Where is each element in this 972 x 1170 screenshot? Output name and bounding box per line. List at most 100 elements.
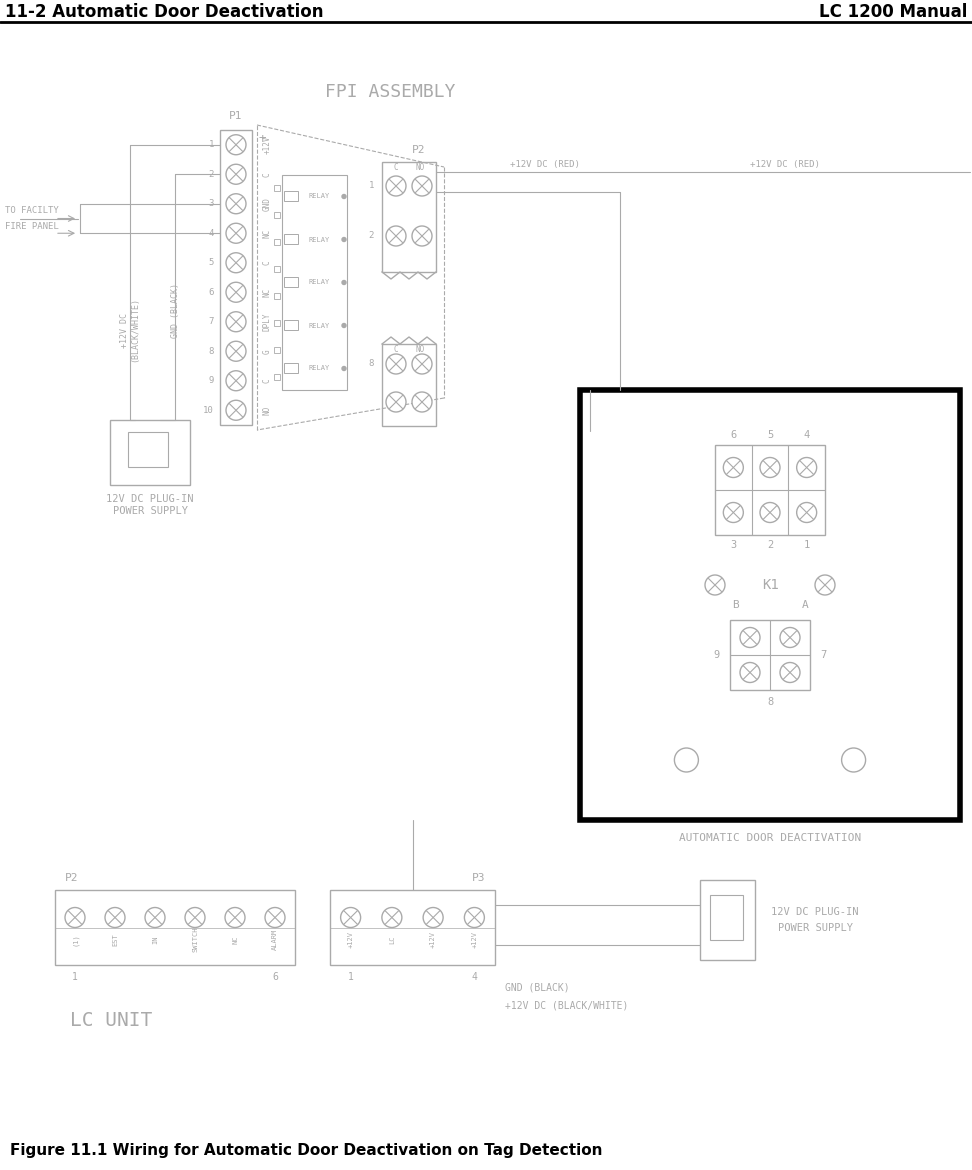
Text: RELAY: RELAY — [309, 280, 330, 285]
Circle shape — [797, 457, 816, 477]
Text: 5: 5 — [209, 259, 214, 267]
Circle shape — [760, 457, 780, 477]
Text: 6: 6 — [730, 431, 737, 440]
Text: NO: NO — [415, 345, 425, 355]
Circle shape — [226, 371, 246, 391]
Text: P2: P2 — [65, 873, 79, 883]
Bar — [274, 185, 280, 192]
Text: FPI ASSEMBLY: FPI ASSEMBLY — [325, 83, 455, 101]
Text: GND (BLACK): GND (BLACK) — [505, 982, 570, 992]
Circle shape — [412, 176, 432, 197]
Text: 10: 10 — [203, 406, 214, 414]
Text: 2: 2 — [767, 541, 773, 550]
Text: LC 1200 Manual: LC 1200 Manual — [818, 4, 967, 21]
Bar — [700, 880, 755, 961]
Circle shape — [842, 748, 866, 772]
Circle shape — [740, 662, 760, 682]
Text: 1: 1 — [209, 140, 214, 150]
Text: +12V DC (RED): +12V DC (RED) — [510, 159, 580, 168]
Text: 6: 6 — [272, 972, 278, 982]
Text: 9: 9 — [713, 651, 720, 660]
Bar — [580, 390, 960, 820]
Text: DPLY: DPLY — [262, 312, 271, 331]
Circle shape — [412, 226, 432, 246]
Text: IN: IN — [152, 935, 158, 944]
Text: TO FACILTY: TO FACILTY — [5, 206, 58, 215]
Circle shape — [386, 176, 406, 197]
Circle shape — [386, 355, 406, 374]
Circle shape — [780, 627, 800, 647]
Text: +12V: +12V — [431, 931, 436, 948]
Text: K1: K1 — [762, 578, 779, 592]
Circle shape — [412, 355, 432, 374]
Text: C: C — [262, 261, 271, 266]
Bar — [274, 239, 280, 246]
Text: 9: 9 — [209, 377, 214, 385]
Circle shape — [815, 574, 835, 596]
Text: 3: 3 — [209, 199, 214, 208]
Circle shape — [340, 908, 361, 928]
Text: C: C — [394, 164, 399, 172]
Text: 2: 2 — [368, 232, 374, 241]
Circle shape — [226, 253, 246, 273]
Text: ALARM: ALARM — [272, 929, 278, 950]
Circle shape — [342, 194, 346, 199]
Bar — [274, 292, 280, 300]
Text: 8: 8 — [767, 697, 773, 707]
Text: 12V DC PLUG-IN
POWER SUPPLY: 12V DC PLUG-IN POWER SUPPLY — [106, 494, 193, 516]
Circle shape — [342, 238, 346, 241]
Text: +12V DC
(BLACK/WHITE): +12V DC (BLACK/WHITE) — [121, 297, 140, 363]
Text: (1): (1) — [72, 934, 79, 945]
Text: 1: 1 — [368, 181, 374, 191]
Circle shape — [780, 662, 800, 682]
Circle shape — [226, 194, 246, 214]
Circle shape — [226, 223, 246, 243]
Text: GND (BLACK): GND (BLACK) — [170, 282, 180, 337]
Circle shape — [265, 908, 285, 928]
Circle shape — [342, 323, 346, 328]
Bar — [730, 620, 810, 690]
Text: NC: NC — [232, 935, 238, 944]
Circle shape — [342, 366, 346, 371]
Circle shape — [226, 342, 246, 362]
Text: 1: 1 — [72, 972, 78, 982]
Circle shape — [382, 908, 401, 928]
Text: +12V DC (BLACK/WHITE): +12V DC (BLACK/WHITE) — [505, 1000, 628, 1010]
Text: NO: NO — [262, 406, 271, 415]
Text: SWITCH: SWITCH — [192, 927, 198, 952]
Text: RELAY: RELAY — [309, 365, 330, 372]
Text: LC UNIT: LC UNIT — [70, 1011, 153, 1030]
Circle shape — [225, 908, 245, 928]
Text: NC: NC — [262, 288, 271, 297]
Text: C: C — [262, 378, 271, 383]
Text: RELAY: RELAY — [309, 323, 330, 329]
Bar — [330, 890, 495, 965]
Text: 3: 3 — [730, 541, 737, 550]
Text: C: C — [394, 345, 399, 355]
Circle shape — [226, 282, 246, 302]
Text: 7: 7 — [209, 317, 214, 326]
Bar — [274, 266, 280, 273]
Text: G: G — [262, 349, 271, 353]
Text: +12V DC (RED): +12V DC (RED) — [750, 159, 819, 168]
Text: P3: P3 — [471, 873, 485, 883]
Bar — [284, 363, 298, 372]
Text: 12V DC PLUG-IN: 12V DC PLUG-IN — [771, 907, 858, 917]
Circle shape — [723, 457, 744, 477]
Bar — [710, 895, 743, 940]
Bar — [282, 176, 347, 390]
Circle shape — [105, 908, 125, 928]
Bar — [382, 161, 436, 271]
Text: 4: 4 — [209, 229, 214, 238]
Text: B: B — [732, 600, 739, 610]
Circle shape — [185, 908, 205, 928]
Circle shape — [226, 400, 246, 420]
Circle shape — [386, 226, 406, 246]
Circle shape — [465, 908, 484, 928]
Text: Figure 11.1 Wiring for Automatic Door Deactivation on Tag Detection: Figure 11.1 Wiring for Automatic Door De… — [10, 1142, 603, 1157]
Circle shape — [412, 392, 432, 412]
Circle shape — [226, 164, 246, 184]
Text: EST: EST — [112, 934, 118, 945]
Bar — [274, 319, 280, 325]
Text: 6: 6 — [209, 288, 214, 297]
